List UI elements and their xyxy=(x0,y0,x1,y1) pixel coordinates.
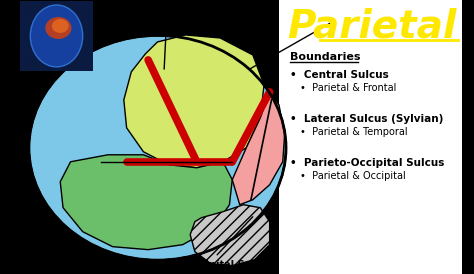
Polygon shape xyxy=(190,205,270,266)
Polygon shape xyxy=(60,155,232,250)
Text: •  Central Sulcus: • Central Sulcus xyxy=(290,70,389,80)
Text: •  Parieto-Occipital Sulcus: • Parieto-Occipital Sulcus xyxy=(290,158,445,168)
FancyBboxPatch shape xyxy=(20,1,93,71)
Text: •  Parietal & Temporal: • Parietal & Temporal xyxy=(300,127,407,137)
Text: Boundaries: Boundaries xyxy=(290,52,361,62)
Ellipse shape xyxy=(29,35,286,260)
Text: •  Lateral Sulcus (Sylvian): • Lateral Sulcus (Sylvian) xyxy=(290,114,444,124)
FancyBboxPatch shape xyxy=(279,0,462,274)
Polygon shape xyxy=(232,92,284,205)
Text: Parietal: Parietal xyxy=(287,8,456,46)
Text: Lateral Sulcus (Sylvian Fissure): Lateral Sulcus (Sylvian Fissure) xyxy=(14,262,189,273)
Ellipse shape xyxy=(30,5,82,67)
Text: Parieto-Occipital Sulcus: Parieto-Occipital Sulcus xyxy=(142,217,274,270)
Text: •  Parietal & Occipital: • Parietal & Occipital xyxy=(300,171,405,181)
Ellipse shape xyxy=(46,17,72,39)
Text: •  Parietal & Frontal: • Parietal & Frontal xyxy=(300,83,396,93)
Ellipse shape xyxy=(52,19,69,33)
Polygon shape xyxy=(124,35,264,168)
Text: Central Sulcus: Central Sulcus xyxy=(119,10,215,69)
